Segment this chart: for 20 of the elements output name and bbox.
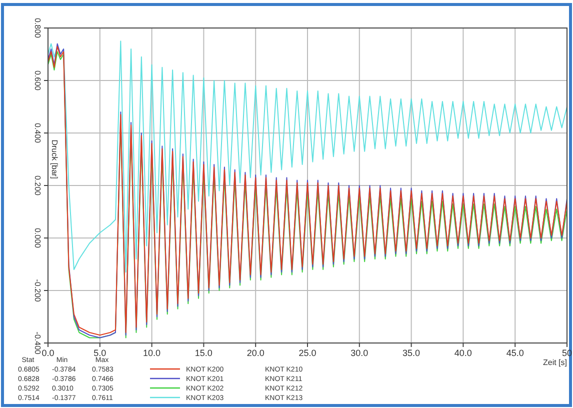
x-tick-label: 0.0: [42, 348, 54, 358]
y-tick-label: -0.200: [33, 279, 42, 302]
line-series: [48, 40, 568, 273]
x-tick-label: 25.0: [298, 348, 316, 358]
x-axis-title: Zeit [s]: [542, 358, 567, 367]
y-tick-label: 0.200: [33, 175, 42, 196]
x-tick-label: 40.0: [454, 348, 472, 358]
x-tick-label: 20.0: [246, 348, 264, 358]
y-tick-label: 0.000: [33, 228, 42, 249]
x-tick-label: 35.0: [402, 348, 420, 358]
y-tick-label: 0.800: [33, 18, 42, 39]
y-tick-label: -0.400: [33, 332, 42, 355]
x-tick-label: 5.0: [94, 348, 106, 358]
y-tick-label: 0.600: [33, 70, 42, 92]
x-tick-label: 45.0: [506, 348, 524, 358]
x-tick-label: 10.0: [143, 348, 161, 358]
y-tick-label: 0.400: [33, 122, 42, 144]
y-axis-title: Druck [bar]: [50, 140, 59, 179]
x-tick-label: 15.0: [194, 348, 212, 358]
x-tick-label: 30.0: [350, 348, 368, 358]
